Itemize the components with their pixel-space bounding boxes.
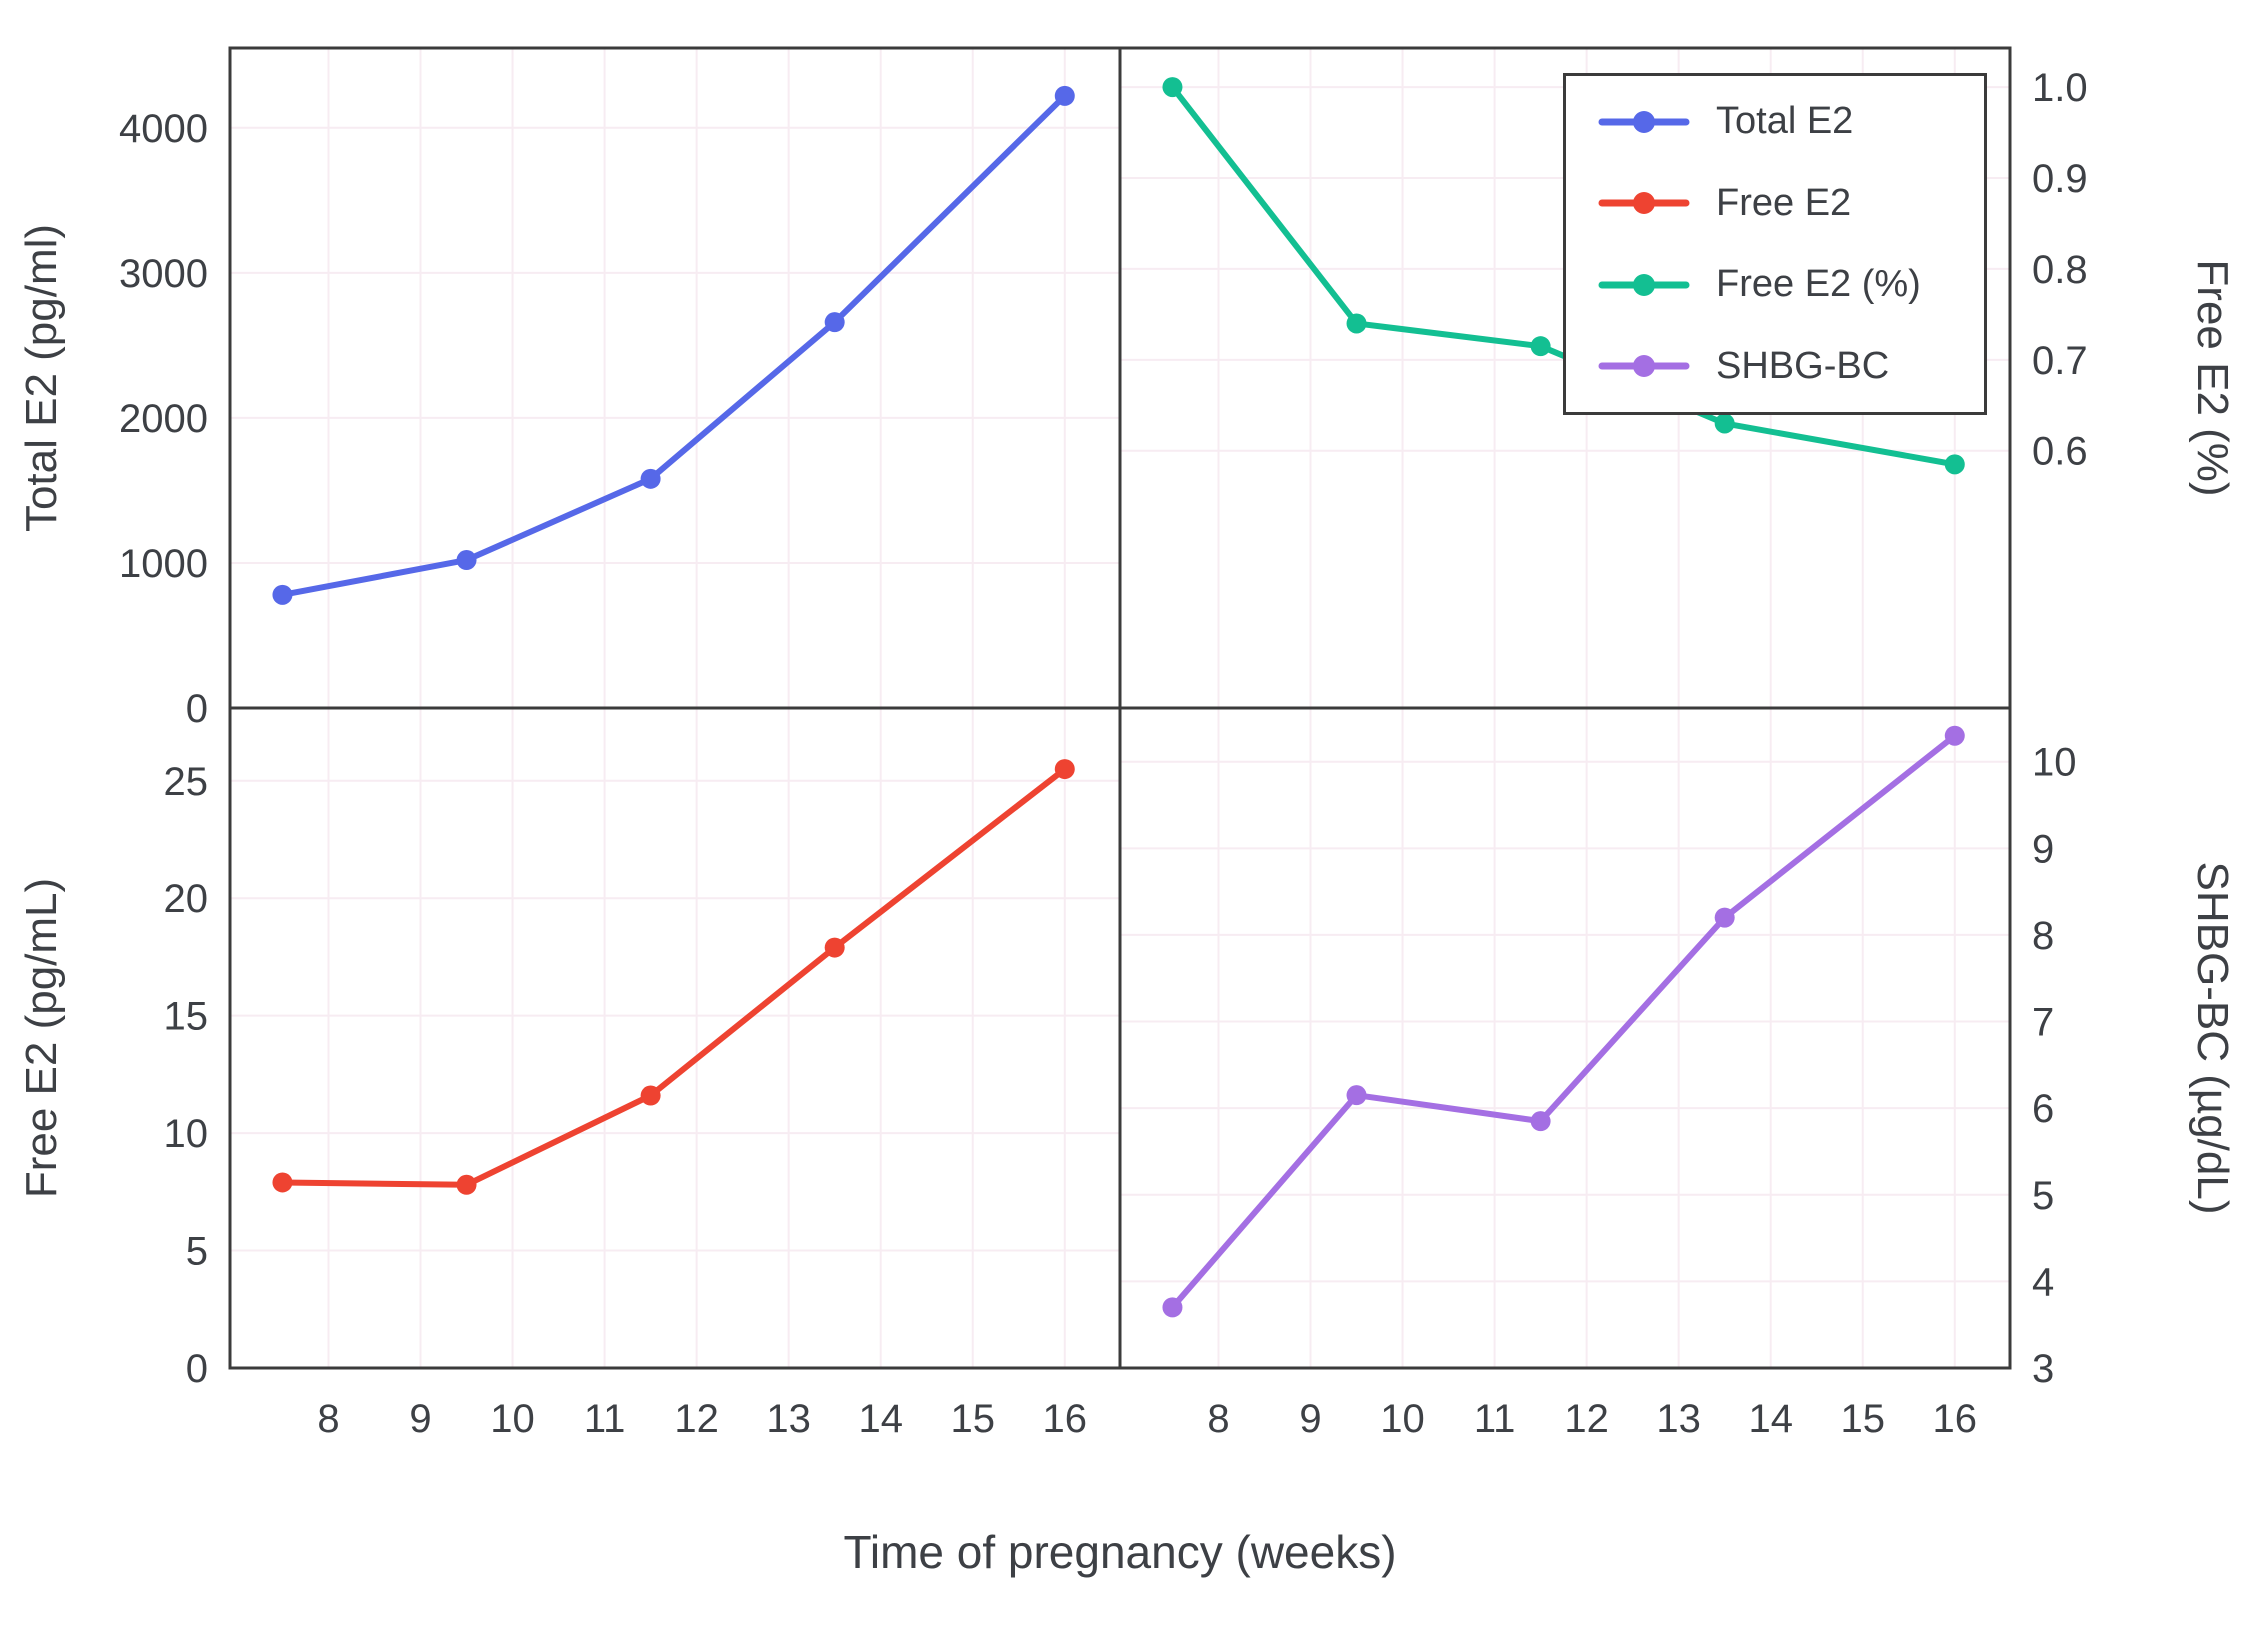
y-tick-label: 2000 [119,397,208,441]
y-tick-label: 25 [164,760,209,804]
y-tick-label: 0 [186,687,208,731]
y-tick-label: 0.8 [2032,248,2088,292]
data-point-free-e2 [272,1172,293,1193]
x-tick-label: 9 [1299,1397,1321,1441]
x-tick-label: 10 [1380,1397,1425,1441]
x-axis-label: Time of pregnancy (weeks) [843,1526,1397,1578]
data-point-free-e2 [824,937,845,958]
y-tick-label: 1.0 [2032,66,2088,110]
x-tick-label: 13 [1656,1397,1701,1441]
y-tick-label: 0.9 [2032,157,2088,201]
y-tick-label: 1000 [119,542,208,586]
data-point-shbg-bc [1346,1085,1367,1106]
y-tick-label: 0.7 [2032,339,2088,383]
y-tick-label: 6 [2032,1087,2054,1131]
y-tick-label: 7 [2032,1001,2054,1045]
legend-item: SHBG-BC [1596,345,1954,388]
data-point-free-e2 [456,1174,477,1195]
x-tick-label: 16 [1043,1397,1088,1441]
y-tick-label: 10 [2032,741,2077,785]
x-tick-label: 14 [1748,1397,1793,1441]
legend: Total E2 Free E2 Free E2 (%) SHBG-BC [1563,73,1987,415]
data-point-total-e2 [272,584,293,605]
data-point-free-e2 [640,1085,661,1106]
panel-border-bottom-right [1118,706,2012,1370]
x-tick-label: 9 [409,1397,431,1441]
data-point-free-e2 [1054,759,1075,780]
data-point-shbg-bc [1944,725,1965,746]
x-tick-label: 13 [766,1397,811,1441]
y-tick-label: 3 [2032,1347,2054,1391]
data-point-free-e2-pct [1346,313,1367,334]
y-axis-label-free-e2: Free E2 (pg/mL) [17,877,66,1199]
x-tick-label: 11 [584,1397,626,1441]
data-point-shbg-bc [1714,907,1735,928]
data-point-shbg-bc [1162,1297,1183,1318]
series-line-total-e2 [279,92,1068,598]
data-point-total-e2 [824,312,845,333]
data-point-free-e2-pct [1162,77,1183,98]
y-tick-label: 9 [2032,827,2054,871]
data-point-total-e2 [456,550,477,571]
legend-marker-icon [1598,192,1690,215]
x-tick-label: 16 [1933,1397,1978,1441]
x-tick-label: 8 [1207,1397,1229,1441]
legend-label: Free E2 (%) [1716,263,1921,306]
x-tick-label: 11 [1474,1397,1516,1441]
x-tick-label: 15 [1840,1397,1885,1441]
x-tick-label: 8 [317,1397,339,1441]
y-axis-label-free-e2-pct: Free E2 (%) [2188,259,2237,497]
legend-item: Free E2 (%) [1596,263,1954,306]
y-tick-label: 4000 [119,107,208,151]
y-tick-label: 3000 [119,252,208,296]
legend-marker-icon [1598,273,1690,296]
data-point-shbg-bc [1530,1111,1551,1132]
legend-marker-icon [1598,110,1690,133]
y-axis-label-total-e2: Total E2 (pg/ml) [17,223,66,533]
data-point-free-e2-pct [1530,336,1551,357]
y-tick-label: 5 [2032,1174,2054,1218]
panel-border-top-left [228,46,1122,710]
y-tick-label: 10 [164,1112,209,1156]
x-tick-label: 15 [950,1397,995,1441]
data-point-free-e2-pct [1944,454,1965,475]
y-tick-label: 0.6 [2032,430,2088,474]
x-tick-label: 12 [1564,1397,1609,1441]
legend-item: Total E2 [1596,100,1954,143]
y-tick-label: 5 [186,1230,208,1274]
y-tick-label: 15 [164,995,209,1039]
data-point-total-e2 [1054,85,1075,106]
legend-label: SHBG-BC [1716,344,1890,387]
y-tick-label: 0 [186,1347,208,1391]
y-tick-label: 20 [164,877,209,921]
y-axis-label-shbg-bc: SHBG-BC (µg/dL) [2188,861,2237,1215]
y-tick-label: 8 [2032,914,2054,958]
legend-label: Free E2 [1716,181,1852,224]
y-tick-label: 4 [2032,1260,2054,1304]
data-point-free-e2-pct [1714,413,1735,434]
x-tick-label: 10 [490,1397,535,1441]
x-tick-label: 12 [674,1397,719,1441]
legend-item: Free E2 [1596,182,1954,225]
legend-label: Total E2 [1716,100,1854,142]
panel-border-bottom-left [228,706,1122,1370]
x-tick-label: 14 [858,1397,903,1441]
data-point-total-e2 [640,468,661,489]
legend-marker-icon [1598,355,1690,378]
series-line-free-e2 [279,766,1068,1188]
